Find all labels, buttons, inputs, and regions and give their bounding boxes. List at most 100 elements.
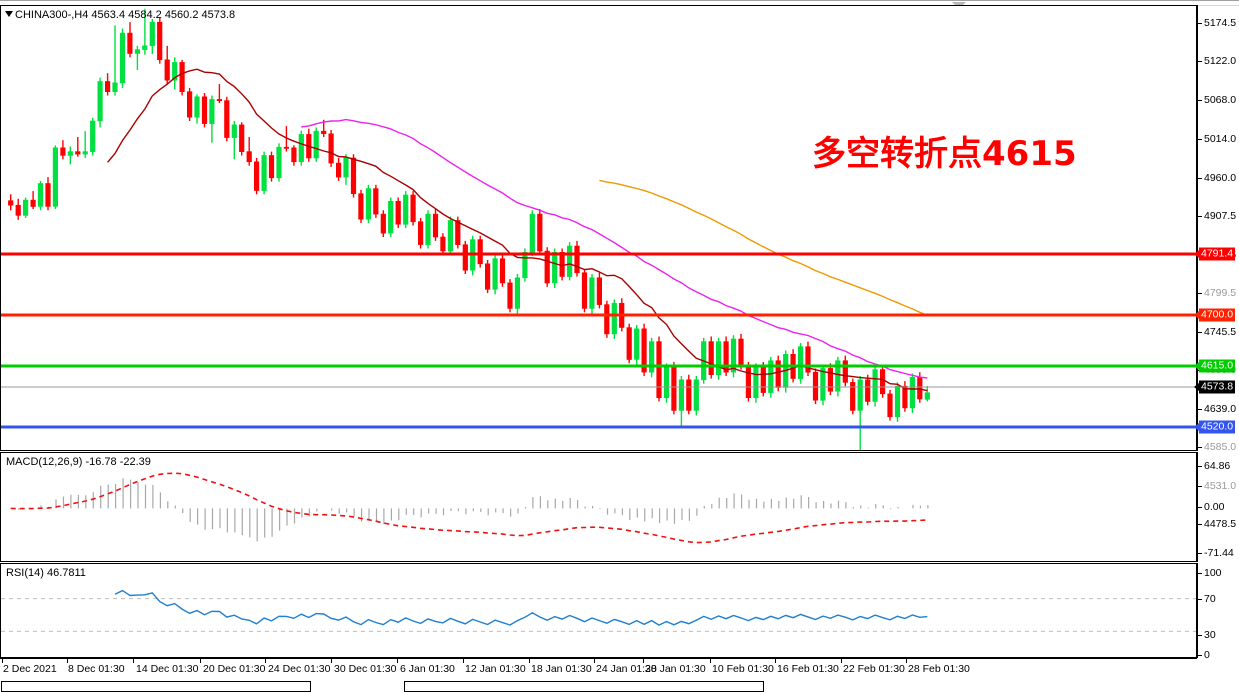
time-axis-label: 24 Jan 01:30 xyxy=(596,663,657,675)
time-tick xyxy=(265,659,266,663)
time-tick xyxy=(643,659,644,663)
scale-tick-label: 4639.0 xyxy=(1204,403,1237,415)
time-tick xyxy=(529,659,530,663)
rsi-scale-tick xyxy=(1198,635,1202,636)
macd-pane[interactable]: MACD(12,26,9) -16.78 -22.39 xyxy=(0,452,1197,562)
time-axis-label: 24 Dec 01:30 xyxy=(268,663,331,675)
macd-signal-line xyxy=(10,472,928,544)
scale-tick xyxy=(1198,100,1202,101)
current-price-line xyxy=(1,386,1196,388)
scale-tick-label: 5174.5 xyxy=(1204,17,1237,29)
scale-tick xyxy=(1198,61,1202,62)
triangle-down-icon[interactable] xyxy=(5,11,13,17)
time-axis-label: 2 Dec 2021 xyxy=(3,663,57,675)
candlestick-series xyxy=(8,8,930,450)
rsi-scale-tick-label: 30 xyxy=(1204,629,1216,641)
rsi-pane[interactable]: RSI(14) 46.7811 xyxy=(0,563,1197,658)
price-levels xyxy=(1,252,1196,429)
scale-tick-label: 4745.5 xyxy=(1204,326,1237,338)
time-tick xyxy=(463,659,464,663)
macd-scale-tick-label: -71.44 xyxy=(1204,547,1234,559)
pivot-line-4615 xyxy=(1,364,1196,368)
scale-tick xyxy=(1198,332,1202,333)
macd-canvas xyxy=(10,472,929,544)
scale-tick-label: 5122.0 xyxy=(1204,55,1237,67)
time-axis-label: 12 Jan 01:30 xyxy=(465,663,526,675)
rsi-scale-tick-label: 100 xyxy=(1204,567,1222,579)
ma-medium xyxy=(301,118,928,379)
time-axis-label: 18 Jan 01:30 xyxy=(531,663,592,675)
support-label-4520-arrow-icon xyxy=(1194,423,1199,431)
current-price-label-arrow-icon xyxy=(1194,383,1199,391)
macd-scale-tick xyxy=(1198,466,1202,467)
macd-scale-tick xyxy=(1198,507,1202,508)
ma-fast xyxy=(107,68,928,392)
price-chart-canvas xyxy=(1,8,1196,450)
scale-tick xyxy=(1198,409,1202,410)
rsi-scale-tick-label: 0 xyxy=(1204,649,1210,661)
time-axis[interactable]: 2 Dec 2021 8 Dec 01:30 14 Dec 01:30 20 Dec … xyxy=(0,658,1197,680)
bottom-tab-left[interactable] xyxy=(1,681,311,692)
current-price-label[interactable]: 4573.8 xyxy=(1199,380,1236,394)
time-tick xyxy=(2,659,3,663)
time-axis-label: 6 Jan 01:30 xyxy=(400,663,455,675)
scale-tick xyxy=(1198,139,1202,140)
time-tick xyxy=(397,659,398,663)
resistance-line-4791 xyxy=(1,252,1196,256)
scale-tick xyxy=(1198,524,1202,525)
scale-tick-label: 4799.5 xyxy=(1204,287,1237,299)
scale-tick-label: 4531.0 xyxy=(1204,480,1237,492)
scale-tick xyxy=(1198,486,1202,487)
time-tick xyxy=(133,659,134,663)
rsi-scale-tick xyxy=(1198,573,1202,574)
rsi-scale-tick xyxy=(1198,599,1202,600)
macd-histogram xyxy=(18,478,929,542)
chart-annotation: 多空转折点4615 xyxy=(812,134,1077,174)
time-axis-label: 28 Feb 01:30 xyxy=(908,663,970,675)
time-axis-label: 10 Feb 01:30 xyxy=(712,663,774,675)
resistance-label-4791[interactable]: 4791.4 xyxy=(1199,247,1236,261)
scale-tick xyxy=(1198,216,1202,217)
time-tick xyxy=(906,659,907,663)
macd-label: MACD(12,26,9) -16.78 -22.39 xyxy=(6,456,151,468)
time-tick xyxy=(67,659,68,663)
price-chart-pane[interactable]: CHINA300-,H4 4563.4 4584.2 4560.2 4573.8 xyxy=(0,5,1197,451)
resistance-label-4700[interactable]: 4700.0 xyxy=(1199,308,1236,322)
time-axis-label: 28 Jan 01:30 xyxy=(645,663,706,675)
time-tick xyxy=(594,659,595,663)
moving-averages xyxy=(107,68,928,392)
scale-tick xyxy=(1198,23,1202,24)
rsi-label: RSI(14) 46.7811 xyxy=(6,567,86,579)
time-tick xyxy=(841,659,842,663)
time-axis-label: 22 Feb 01:30 xyxy=(843,663,905,675)
time-axis-label: 20 Dec 01:30 xyxy=(203,663,266,675)
macd-scale: 64.86 0.00 -71.44 xyxy=(1197,452,1239,562)
rsi-scale-tick-label: 70 xyxy=(1204,593,1216,605)
rsi-line xyxy=(114,589,928,626)
bottom-bar xyxy=(0,681,1239,692)
bottom-tab-right[interactable] xyxy=(404,681,764,692)
scale-tick-label: 4585.0 xyxy=(1204,441,1237,453)
time-axis-label: 14 Dec 01:30 xyxy=(136,663,199,675)
scale-tick xyxy=(1198,293,1202,294)
resistance-label-4700-arrow-icon xyxy=(1194,311,1199,319)
time-axis-label: 30 Dec 01:30 xyxy=(334,663,397,675)
pivot-label-4615-arrow-icon xyxy=(1194,362,1199,370)
macd-scale-tick-label: 64.86 xyxy=(1204,460,1231,472)
symbol-header: CHINA300-,H4 4563.4 4584.2 4560.2 4573.8 xyxy=(15,9,236,21)
scale-tick xyxy=(1198,178,1202,179)
time-tick xyxy=(331,659,332,663)
price-scale[interactable]: 5174.55122.05068.05014.04960.04907.54853… xyxy=(1194,5,1239,530)
scale-tick-label: 5014.0 xyxy=(1204,133,1237,145)
rsi-scale: 100 70 30 0 xyxy=(1197,563,1239,661)
ma-slow xyxy=(599,179,928,316)
scale-tick-label: 4907.5 xyxy=(1204,210,1237,222)
macd-scale-tick xyxy=(1198,553,1202,554)
rsi-scale-tick xyxy=(1198,655,1202,656)
scale-tick-label: 5068.0 xyxy=(1204,94,1237,106)
time-tick xyxy=(200,659,201,663)
pivot-label-4615[interactable]: 4615.0 xyxy=(1199,359,1236,373)
support-label-4520[interactable]: 4520.0 xyxy=(1199,420,1236,434)
macd-scale-tick-label: 0.00 xyxy=(1204,501,1225,513)
